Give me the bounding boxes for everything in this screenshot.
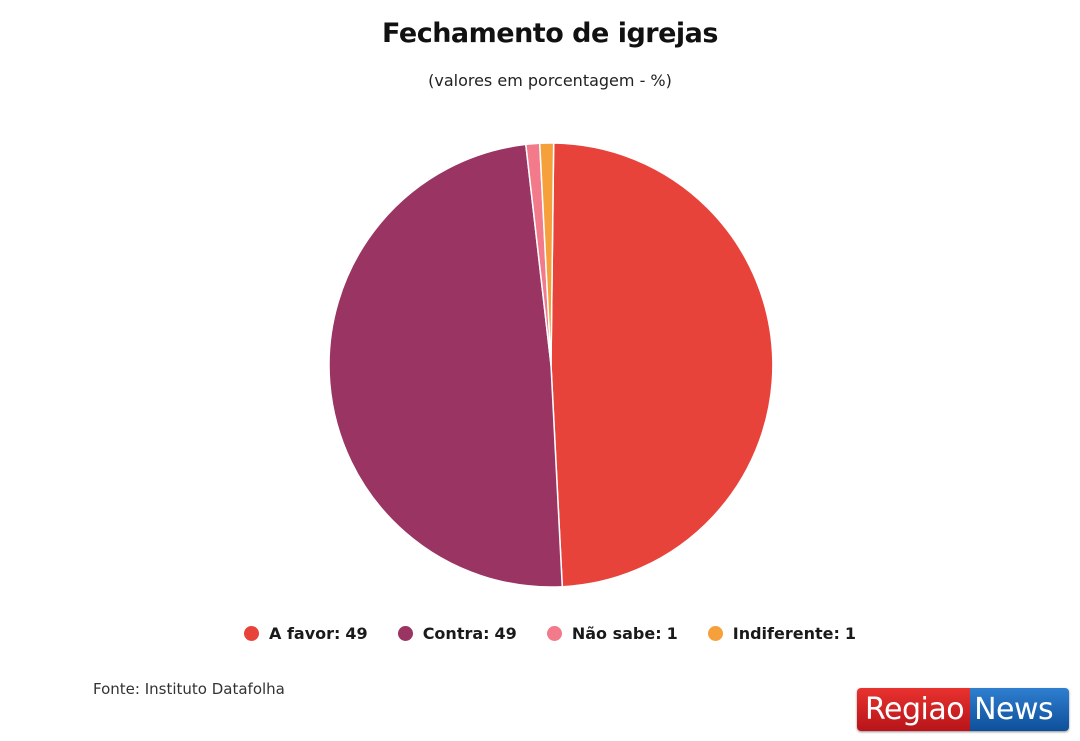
legend-marker-a-favor [244,626,259,641]
legend-item-contra[interactable]: Contra: 49 [397,624,517,643]
pie-slice-nao-sabe[interactable] [525,142,552,366]
regiao-news-logo: Regiao News [857,688,1069,731]
legend-value-indiferente: 1 [844,624,856,643]
legend-value-a-favor: 49 [345,624,368,643]
legend-item-a-favor[interactable]: A favor: 49 [244,624,368,643]
pie-slice-indiferente[interactable] [538,142,555,366]
legend-label-indiferente: Indiferente: [732,624,840,643]
pie-slice-contra[interactable] [328,143,564,588]
legend-label-a-favor: A favor: [269,624,341,643]
legend-item-indiferente[interactable]: Indiferente: 1 [707,624,856,643]
legend-marker-nao-sabe [546,626,562,641]
legend-value-contra: 49 [494,624,517,643]
legend-value-nao-sabe: 1 [666,624,678,643]
legend-label-nao-sabe: Não sabe: [571,624,662,643]
logo-text-news: News [970,688,1069,731]
chart-source: Fonte: Instituto Datafolha [93,680,285,698]
legend-item-nao-sabe[interactable]: Não sabe: 1 [546,624,678,643]
pie-slice-a-favor[interactable] [550,142,774,588]
chart-subtitle: (valores em porcentagem - %) [428,71,672,90]
legend-marker-indiferente [707,626,723,641]
chart-legend: A favor: 49 Contra: 49 Não sabe: 1 Indifere… [0,624,1080,643]
legend-marker-contra [397,626,413,641]
logo-text-regiao: Regiao [857,688,971,731]
legend-label-contra: Contra: [422,624,490,643]
chart-title: Fechamento de igrejas [382,18,718,49]
